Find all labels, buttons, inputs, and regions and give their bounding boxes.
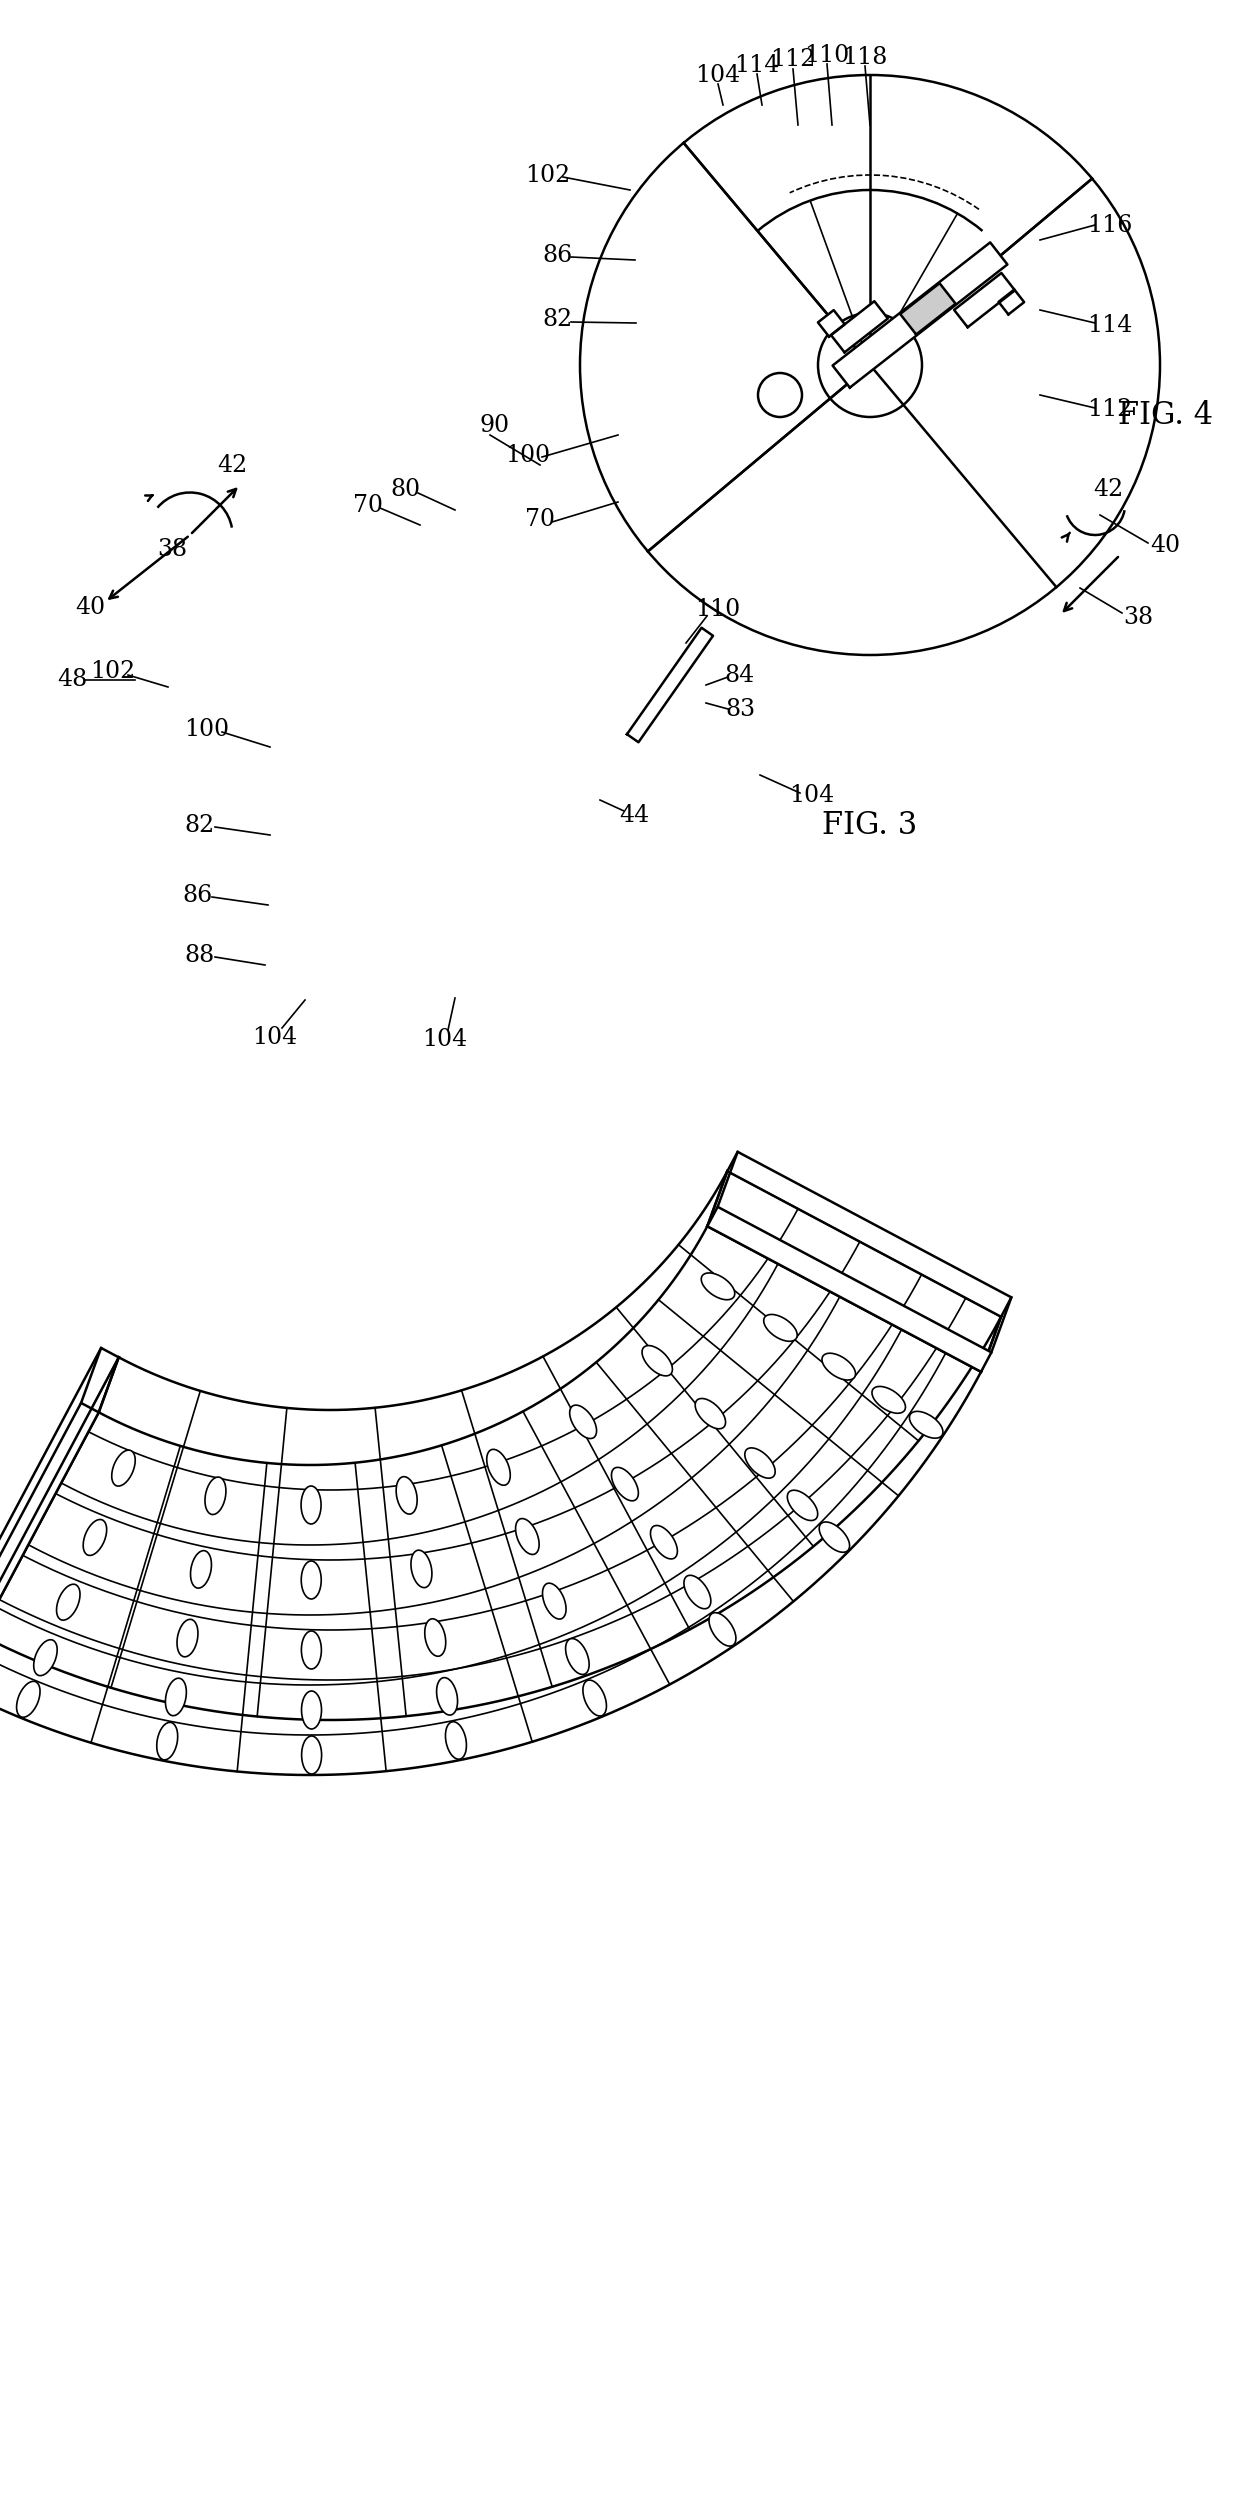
Text: 86: 86 (543, 245, 573, 267)
Polygon shape (900, 284, 956, 334)
Ellipse shape (822, 1352, 856, 1380)
Ellipse shape (909, 1412, 942, 1437)
Ellipse shape (177, 1619, 198, 1657)
Ellipse shape (396, 1477, 417, 1514)
Text: 114: 114 (734, 52, 780, 77)
Ellipse shape (709, 1612, 735, 1647)
Text: 38: 38 (157, 539, 187, 561)
Ellipse shape (301, 1692, 321, 1729)
Text: 40: 40 (74, 596, 105, 619)
Text: 104: 104 (696, 62, 740, 87)
Ellipse shape (445, 1722, 466, 1759)
Ellipse shape (301, 1737, 321, 1774)
Ellipse shape (156, 1722, 177, 1759)
Text: 104: 104 (423, 1028, 467, 1050)
Text: 80: 80 (389, 479, 420, 501)
Ellipse shape (301, 1632, 321, 1669)
Ellipse shape (543, 1584, 565, 1619)
Ellipse shape (702, 1272, 735, 1300)
Text: 112: 112 (770, 47, 816, 72)
Text: 100: 100 (506, 444, 551, 467)
Ellipse shape (820, 1522, 849, 1552)
Ellipse shape (112, 1450, 135, 1487)
Polygon shape (832, 242, 1007, 387)
Text: 90: 90 (480, 414, 510, 437)
Text: 116: 116 (1087, 215, 1132, 237)
Text: 44: 44 (619, 803, 649, 826)
Text: FIG. 3: FIG. 3 (822, 808, 918, 841)
Text: 48: 48 (57, 669, 87, 691)
Ellipse shape (745, 1447, 775, 1477)
Polygon shape (0, 1402, 99, 1687)
Text: 83: 83 (725, 699, 755, 721)
Ellipse shape (165, 1679, 186, 1717)
Polygon shape (831, 302, 888, 352)
Ellipse shape (191, 1549, 212, 1589)
Text: FIG. 4: FIG. 4 (1117, 399, 1213, 432)
Text: 38: 38 (1123, 606, 1153, 629)
Ellipse shape (583, 1679, 606, 1717)
Polygon shape (627, 629, 713, 741)
Polygon shape (707, 1208, 991, 1372)
Ellipse shape (684, 1574, 711, 1609)
Ellipse shape (205, 1477, 226, 1514)
Text: 104: 104 (253, 1025, 298, 1048)
Ellipse shape (565, 1639, 589, 1674)
Ellipse shape (516, 1519, 539, 1554)
Text: 110: 110 (805, 42, 849, 67)
Text: 100: 100 (185, 719, 229, 741)
Text: 70: 70 (353, 494, 383, 516)
Ellipse shape (436, 1677, 458, 1714)
Ellipse shape (16, 1682, 40, 1717)
Ellipse shape (651, 1524, 677, 1559)
Ellipse shape (301, 1487, 321, 1524)
Polygon shape (818, 309, 844, 337)
Text: 82: 82 (185, 813, 215, 836)
Text: 114: 114 (1087, 314, 1132, 337)
Polygon shape (954, 272, 1014, 327)
Ellipse shape (569, 1405, 596, 1440)
Text: 110: 110 (696, 599, 740, 621)
Text: 112: 112 (1087, 399, 1132, 422)
Text: 84: 84 (725, 664, 755, 686)
Ellipse shape (642, 1345, 672, 1375)
Ellipse shape (787, 1490, 817, 1519)
Text: 42: 42 (217, 454, 247, 477)
Polygon shape (998, 289, 1024, 314)
Ellipse shape (410, 1549, 432, 1587)
Text: 102: 102 (91, 661, 135, 684)
Ellipse shape (83, 1519, 107, 1554)
Text: 86: 86 (182, 883, 212, 906)
Text: 104: 104 (790, 783, 835, 806)
Text: 88: 88 (185, 943, 215, 966)
Text: 70: 70 (525, 509, 556, 531)
Text: 118: 118 (842, 45, 888, 67)
Ellipse shape (696, 1400, 725, 1430)
Text: 42: 42 (1092, 479, 1123, 501)
Ellipse shape (611, 1467, 639, 1502)
Text: 102: 102 (526, 165, 570, 187)
Ellipse shape (57, 1584, 81, 1619)
Text: 82: 82 (543, 309, 573, 332)
Ellipse shape (764, 1315, 797, 1342)
Text: 40: 40 (1149, 534, 1180, 556)
Ellipse shape (425, 1619, 445, 1657)
Ellipse shape (33, 1639, 57, 1677)
Ellipse shape (487, 1450, 511, 1485)
Ellipse shape (872, 1387, 905, 1412)
Ellipse shape (301, 1562, 321, 1599)
